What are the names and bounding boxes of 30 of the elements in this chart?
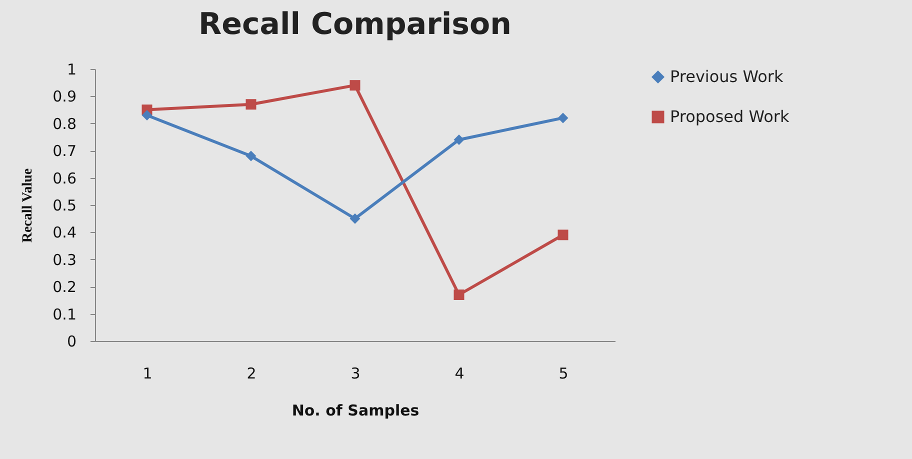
x-tick-label: 4 xyxy=(454,364,464,382)
x-tick-label: 5 xyxy=(558,364,568,382)
chart-title: Recall Comparison xyxy=(198,7,512,42)
legend-label: Previous Work xyxy=(670,67,784,86)
x-tick-label: 2 xyxy=(246,364,256,382)
point xyxy=(350,80,360,91)
y-tick-label: 0.8 xyxy=(52,114,76,133)
y-tick-label: 0.7 xyxy=(52,142,76,160)
point xyxy=(246,150,256,162)
y-tick-label: 0.5 xyxy=(52,196,76,214)
point xyxy=(454,134,464,145)
y-tick-label: 0.2 xyxy=(52,278,76,296)
y-tick-label: 0.4 xyxy=(52,224,76,242)
point xyxy=(142,110,152,120)
legend-label: Proposed Work xyxy=(670,107,790,126)
y-tick-label: 0 xyxy=(66,332,76,350)
y-tick-label: 0.6 xyxy=(52,169,76,188)
y-tick-label: 0.3 xyxy=(52,250,76,269)
point xyxy=(350,213,360,224)
y-axis-title: Recall Value xyxy=(20,168,36,243)
y-tick-label: 1 xyxy=(66,60,76,78)
point xyxy=(558,230,568,240)
y-tick-label: 0.9 xyxy=(52,88,76,106)
x-tick-label: 3 xyxy=(350,364,360,382)
point xyxy=(558,112,568,124)
x-axis-title: No. of Samples xyxy=(292,402,420,420)
x-tick-label: 1 xyxy=(142,364,152,382)
point xyxy=(246,99,256,110)
point xyxy=(454,290,464,300)
y-tick-label: 0.1 xyxy=(52,305,76,324)
